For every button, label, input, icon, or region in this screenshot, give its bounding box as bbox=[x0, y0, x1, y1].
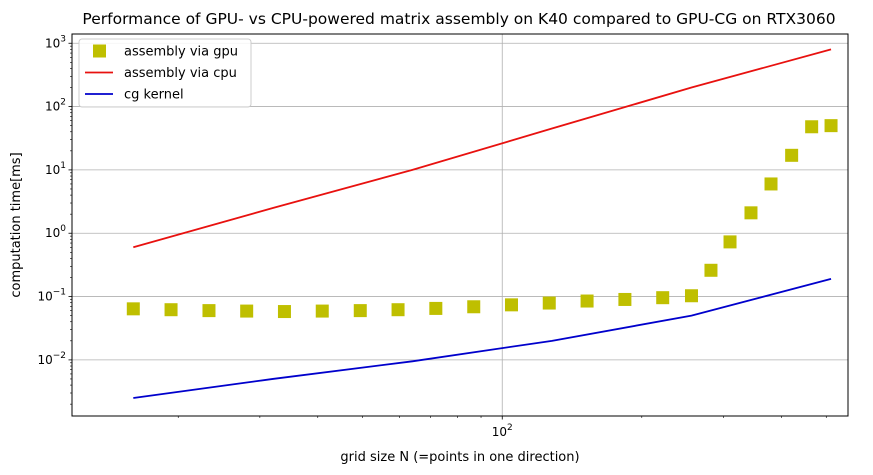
data-point bbox=[744, 206, 758, 220]
y-tick-label: 100 bbox=[45, 224, 66, 240]
y-tick-label: 102 bbox=[45, 98, 66, 114]
series-line bbox=[133, 48, 832, 249]
data-point bbox=[240, 304, 254, 318]
series-layer bbox=[126, 48, 838, 399]
x-axis-label: grid size N (=points in one direction) bbox=[340, 450, 579, 465]
chart-title: Performance of GPU- vs CPU-powered matri… bbox=[82, 10, 835, 28]
data-point bbox=[805, 120, 819, 134]
series-cg-kernel bbox=[133, 278, 832, 399]
data-point bbox=[202, 304, 216, 318]
data-point bbox=[353, 304, 367, 318]
data-point bbox=[656, 291, 670, 305]
data-point bbox=[391, 303, 405, 317]
data-point bbox=[126, 302, 140, 316]
grid-lines bbox=[72, 34, 848, 416]
data-point bbox=[704, 263, 718, 277]
data-point bbox=[429, 301, 443, 315]
data-point bbox=[824, 119, 838, 133]
y-tick-label: 103 bbox=[45, 34, 66, 50]
data-point bbox=[723, 235, 737, 249]
y-tick-label: 10−1 bbox=[37, 288, 66, 304]
data-point bbox=[580, 294, 594, 308]
data-point bbox=[467, 300, 481, 314]
data-point bbox=[618, 292, 632, 306]
data-point bbox=[542, 296, 556, 310]
legend-label: assembly via gpu bbox=[124, 45, 238, 60]
legend: assembly via gpu assembly via cpu cg kerne… bbox=[78, 38, 252, 108]
series-assembly-via-gpu bbox=[126, 119, 838, 319]
y-tick-label: 101 bbox=[45, 161, 66, 177]
axis-ticks: 10−2 10−1 100 101 102 103 102 bbox=[37, 34, 827, 439]
legend-swatch bbox=[93, 44, 106, 58]
legend-label: cg kernel bbox=[124, 88, 184, 103]
data-point bbox=[277, 305, 291, 319]
data-point bbox=[164, 303, 178, 317]
legend-label: assembly via cpu bbox=[124, 66, 237, 81]
data-point bbox=[504, 298, 518, 312]
plot-frame bbox=[71, 33, 849, 417]
data-point bbox=[764, 177, 778, 191]
data-point bbox=[315, 304, 329, 318]
y-axis-label: computation time[ms] bbox=[9, 152, 24, 297]
data-point bbox=[785, 148, 799, 162]
y-tick-label: 10−2 bbox=[37, 351, 66, 367]
series-assembly-via-cpu bbox=[133, 48, 832, 249]
data-point bbox=[684, 289, 698, 303]
series-line bbox=[133, 278, 832, 399]
legend-box bbox=[78, 38, 252, 108]
x-tick-label: 102 bbox=[492, 423, 513, 439]
